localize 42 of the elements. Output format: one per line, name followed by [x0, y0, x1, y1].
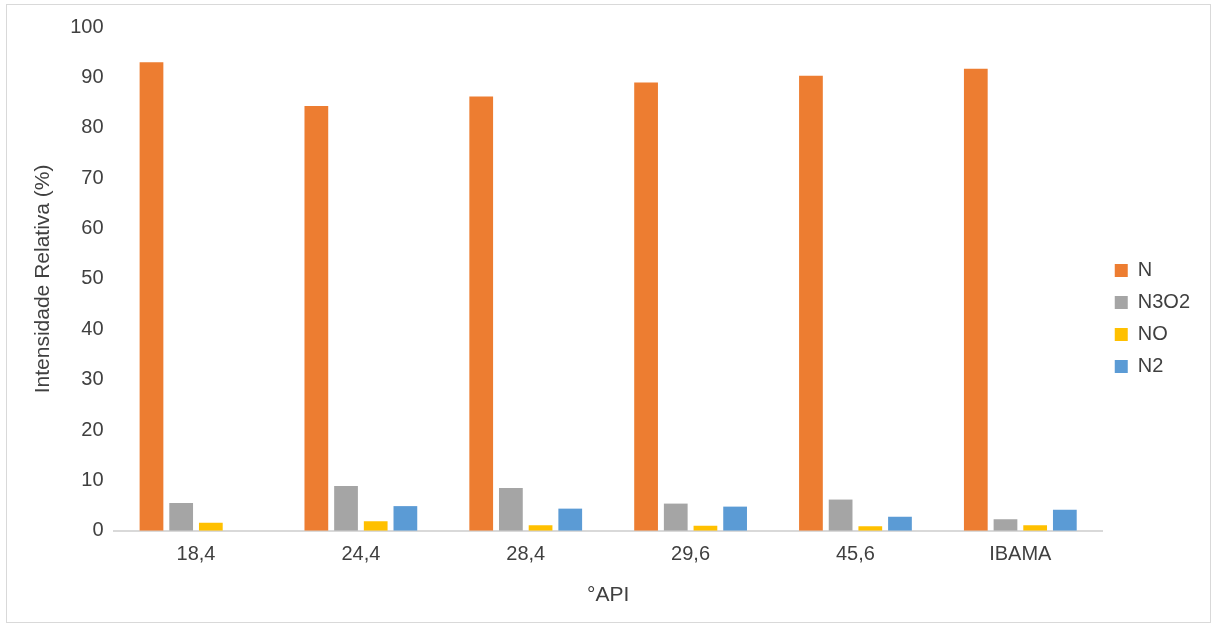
- x-tick-label: 28,4: [506, 542, 546, 565]
- y-tick-label: 60: [81, 216, 104, 239]
- y-tick-label: 30: [81, 367, 104, 390]
- x-tick-label: 29,6: [671, 542, 711, 565]
- y-tick-label: 90: [81, 64, 104, 87]
- bar: [1052, 509, 1077, 531]
- y-tick-label: 20: [81, 417, 104, 440]
- bar: [169, 503, 194, 531]
- bar: [469, 96, 494, 531]
- legend-label: N: [1137, 258, 1153, 281]
- bar: [963, 68, 988, 531]
- y-tick-label: 70: [81, 165, 104, 188]
- bar: [663, 503, 688, 531]
- bar: [363, 521, 388, 531]
- x-tick-label: 24,4: [341, 542, 381, 565]
- y-tick-label: 40: [81, 316, 104, 339]
- x-tick-label: IBAMA: [989, 542, 1053, 565]
- bar: [393, 506, 418, 531]
- x-tick-label: 18,4: [176, 542, 216, 565]
- bar: [634, 82, 658, 531]
- legend-label: N3O2: [1137, 290, 1190, 313]
- bar: [1023, 525, 1048, 531]
- bar: [993, 519, 1018, 531]
- bar: [304, 106, 329, 531]
- y-tick-label: 50: [81, 266, 104, 289]
- y-tick-label: 10: [81, 467, 104, 490]
- y-axis-title: Intensidade Relativa (%): [30, 164, 54, 394]
- x-axis-title: °API: [587, 582, 630, 606]
- y-tick-label: 100: [70, 14, 104, 37]
- y-tick-label: 0: [92, 518, 104, 541]
- bar: [723, 506, 747, 531]
- bar: [334, 485, 358, 531]
- y-tick-label: 80: [81, 115, 104, 138]
- bar: [499, 487, 523, 531]
- legend-label: N2: [1137, 354, 1164, 377]
- legend-label: NO: [1137, 322, 1168, 345]
- x-tick-label: 45,6: [835, 542, 875, 565]
- bar: [558, 508, 583, 531]
- bar: [799, 75, 823, 531]
- bar: [888, 516, 912, 531]
- bar: [828, 499, 853, 531]
- bar: [139, 62, 164, 531]
